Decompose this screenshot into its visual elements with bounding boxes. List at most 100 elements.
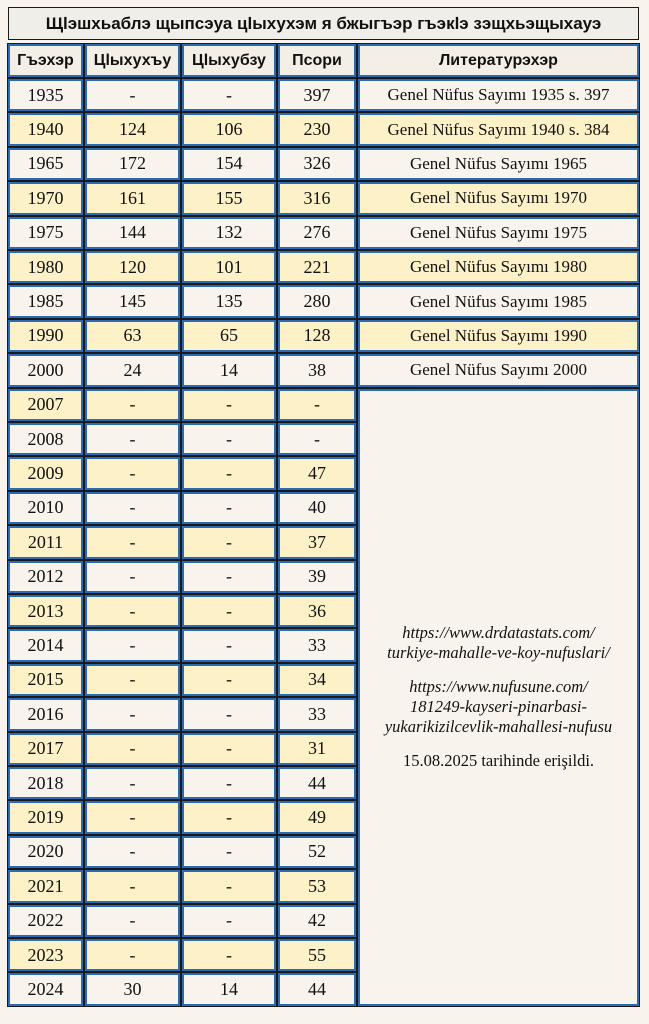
cell-year: 2024 bbox=[7, 972, 84, 1007]
cell-female: - bbox=[181, 490, 277, 526]
cell-male: 24 bbox=[84, 353, 181, 388]
cell-male: - bbox=[84, 869, 181, 904]
source-link[interactable]: https://www.nufusune.com/ bbox=[409, 677, 588, 697]
cell-year: 2019 bbox=[7, 800, 84, 835]
cell-male: - bbox=[84, 77, 181, 113]
cell-year: 2015 bbox=[7, 662, 84, 698]
cell-total: 36 bbox=[277, 593, 357, 629]
cell-year: 2012 bbox=[7, 559, 84, 594]
cell-year: 1980 bbox=[7, 249, 84, 285]
cell-total: - bbox=[277, 421, 357, 457]
cell-total: 276 bbox=[277, 215, 357, 250]
merged-source-cell: https://www.drdatastats.com/turkiye-maha… bbox=[357, 387, 640, 1007]
cell-male: 63 bbox=[84, 318, 181, 354]
cell-female: 132 bbox=[181, 215, 277, 250]
cell-male: - bbox=[84, 765, 181, 801]
cell-total: 34 bbox=[277, 662, 357, 698]
cell-female: - bbox=[181, 903, 277, 938]
cell-male: - bbox=[84, 662, 181, 698]
cell-year: 2021 bbox=[7, 869, 84, 904]
cell-female: - bbox=[181, 456, 277, 491]
cell-total: 33 bbox=[277, 697, 357, 732]
cell-year: 2009 bbox=[7, 456, 84, 491]
cell-male: - bbox=[84, 593, 181, 629]
cell-total: 55 bbox=[277, 937, 357, 973]
source-link[interactable]: 181249-kayseri-pinarbasi- bbox=[410, 697, 587, 717]
cell-total: 44 bbox=[277, 972, 357, 1007]
cell-total: 52 bbox=[277, 834, 357, 870]
cell-total: 53 bbox=[277, 869, 357, 904]
cell-male: 120 bbox=[84, 249, 181, 285]
cell-source: Genel Nüfus Sayımı 1935 s. 397 bbox=[357, 77, 640, 113]
header-female: Цӏыхубзу bbox=[181, 43, 277, 78]
source-link[interactable]: https://www.drdatastats.com/ bbox=[402, 623, 595, 643]
cell-total: 37 bbox=[277, 525, 357, 560]
population-table: Щӏэшхьаблэ щыпсэуа цӏыхухэм я бжыгъэр гъ… bbox=[7, 7, 641, 1007]
cell-female: - bbox=[181, 869, 277, 904]
cell-year: 2008 bbox=[7, 421, 84, 457]
cell-total: 44 bbox=[277, 765, 357, 801]
cell-source: Genel Nüfus Sayımı 1975 bbox=[357, 215, 640, 250]
cell-male: - bbox=[84, 490, 181, 526]
access-date: 15.08.2025 tarihinde erişildi. bbox=[402, 751, 595, 771]
cell-total: 316 bbox=[277, 181, 357, 216]
cell-total: 397 bbox=[277, 77, 357, 113]
source-link[interactable]: turkiye-mahalle-ve-koy-nufuslari/ bbox=[387, 643, 610, 663]
cell-source: Genel Nüfus Sayımı 1965 bbox=[357, 146, 640, 182]
cell-female: 101 bbox=[181, 249, 277, 285]
cell-female: - bbox=[181, 937, 277, 973]
cell-source: Genel Nüfus Sayımı 1940 s. 384 bbox=[357, 112, 640, 147]
cell-total: 221 bbox=[277, 249, 357, 285]
cell-male: 144 bbox=[84, 215, 181, 250]
cell-year: 2022 bbox=[7, 903, 84, 938]
cell-female: - bbox=[181, 559, 277, 594]
cell-year: 2013 bbox=[7, 593, 84, 629]
cell-male: 30 bbox=[84, 972, 181, 1007]
cell-source: Genel Nüfus Sayımı 1985 bbox=[357, 284, 640, 319]
cell-year: 1965 bbox=[7, 146, 84, 182]
cell-female: - bbox=[181, 593, 277, 629]
cell-total: 39 bbox=[277, 559, 357, 594]
header-source: Литературэхэр bbox=[357, 43, 640, 78]
cell-year: 2017 bbox=[7, 731, 84, 766]
cell-female: - bbox=[181, 628, 277, 663]
cell-male: 145 bbox=[84, 284, 181, 319]
cell-year: 2020 bbox=[7, 834, 84, 870]
cell-male: - bbox=[84, 834, 181, 870]
cell-male: - bbox=[84, 456, 181, 491]
cell-total: 38 bbox=[277, 353, 357, 388]
cell-female: - bbox=[181, 765, 277, 801]
cell-female: 65 bbox=[181, 318, 277, 354]
cell-female: - bbox=[181, 731, 277, 766]
cell-year: 1985 bbox=[7, 284, 84, 319]
cell-source: Genel Nüfus Sayımı 1970 bbox=[357, 181, 640, 216]
header-total: Псори bbox=[277, 43, 357, 78]
cell-male: 161 bbox=[84, 181, 181, 216]
cell-total: 280 bbox=[277, 284, 357, 319]
cell-female: - bbox=[181, 697, 277, 732]
cell-total: 128 bbox=[277, 318, 357, 354]
cell-female: - bbox=[181, 421, 277, 457]
cell-male: - bbox=[84, 387, 181, 422]
cell-female: 106 bbox=[181, 112, 277, 147]
cell-year: 2018 bbox=[7, 765, 84, 801]
cell-year: 1975 bbox=[7, 215, 84, 250]
cell-total: 40 bbox=[277, 490, 357, 526]
source-link[interactable]: yukarikizilcevlik-mahallesi-nufusu bbox=[384, 717, 613, 737]
cell-year: 2010 bbox=[7, 490, 84, 526]
cell-female: - bbox=[181, 525, 277, 560]
cell-male: 172 bbox=[84, 146, 181, 182]
cell-year: 2007 bbox=[7, 387, 84, 422]
cell-male: - bbox=[84, 421, 181, 457]
header-year: Гъэхэр bbox=[7, 43, 84, 78]
cell-year: 2014 bbox=[7, 628, 84, 663]
cell-year: 1990 bbox=[7, 318, 84, 354]
cell-male: 124 bbox=[84, 112, 181, 147]
table-title: Щӏэшхьаблэ щыпсэуа цӏыхухэм я бжыгъэр гъ… bbox=[8, 7, 639, 40]
cell-year: 2011 bbox=[7, 525, 84, 560]
cell-female: 135 bbox=[181, 284, 277, 319]
cell-total: 31 bbox=[277, 731, 357, 766]
header-male: Цӏыхухъу bbox=[84, 43, 181, 78]
cell-male: - bbox=[84, 903, 181, 938]
cell-male: - bbox=[84, 731, 181, 766]
